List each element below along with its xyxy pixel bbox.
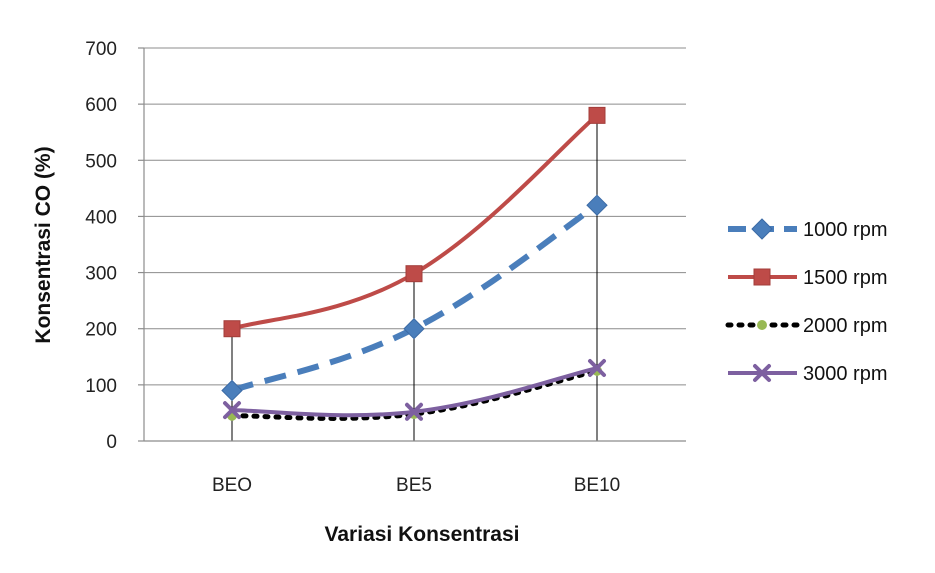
series-1500-rpm-point-1 <box>223 320 241 338</box>
axes <box>138 47 686 442</box>
legend-swatch-marker-stroke-b <box>753 364 771 382</box>
y-tick-label: 400 <box>85 207 117 228</box>
series-1000-rpm-line <box>231 202 599 394</box>
y-tick-label: 200 <box>85 320 117 341</box>
series-3000-rpm-point-2-stroke-b <box>405 402 423 421</box>
legend: 1000 rpm 1500 rpm 2000 rpm 3000 rpm <box>725 218 888 385</box>
y-tick-label: 500 <box>85 151 117 172</box>
y-tick-label: 100 <box>85 376 117 397</box>
y-tick-labels: 0 100 200 300 400 500 600 700 <box>85 39 117 453</box>
series-3000-rpm-point-3 <box>588 359 606 378</box>
x-tick-labels: BEO BE5 BE10 <box>212 475 620 496</box>
series-1500-rpm <box>223 106 606 338</box>
x-tick-label: BEO <box>212 475 252 496</box>
y-tick-label: 700 <box>85 39 117 60</box>
x-axis-title: Variasi Konsentrasi <box>325 523 520 546</box>
series-3000-rpm-point-1 <box>223 401 241 420</box>
y-tick-label: 300 <box>85 264 117 285</box>
legend-label: 2000 rpm <box>803 315 888 337</box>
legend-label: 3000 rpm <box>803 363 888 385</box>
legend-item-series-2000-rpm: 2000 rpm <box>725 315 888 337</box>
series-1500-rpm-point-3 <box>588 106 606 124</box>
series-2000-rpm-line <box>229 368 600 421</box>
legend-swatch-marker <box>751 218 773 240</box>
legend-item-series-1000-rpm: 1000 rpm <box>728 218 888 241</box>
legend-swatch-marker <box>753 268 771 286</box>
series-3000-rpm-point-3-stroke-b <box>588 359 606 378</box>
legend-swatch-marker <box>753 364 771 382</box>
legend-label: 1500 rpm <box>803 267 888 289</box>
series-1000-rpm-point-2 <box>403 318 425 340</box>
y-tick-label: 600 <box>85 95 117 116</box>
legend-swatch-marker <box>757 320 767 330</box>
series-3000-rpm-point-2 <box>405 402 423 421</box>
series-3000-rpm <box>223 359 606 421</box>
y-axis-title: Konsentrasi CO (%) <box>32 146 55 343</box>
series-group <box>221 106 608 421</box>
legend-item-series-3000-rpm: 3000 rpm <box>728 363 888 385</box>
legend-item-series-1500-rpm: 1500 rpm <box>728 267 888 289</box>
series-3000-rpm-point-1-stroke-b <box>223 401 241 420</box>
x-tick-label: BE5 <box>396 475 432 496</box>
series-1000-rpm-point-1 <box>221 379 243 402</box>
x-tick-label: BE10 <box>574 475 620 496</box>
legend-label: 1000 rpm <box>803 219 888 241</box>
series-1000-rpm-point-3 <box>586 194 608 216</box>
series-1500-rpm-point-2 <box>405 265 423 283</box>
series-1000-rpm <box>221 194 608 402</box>
y-tick-label: 0 <box>106 432 117 453</box>
